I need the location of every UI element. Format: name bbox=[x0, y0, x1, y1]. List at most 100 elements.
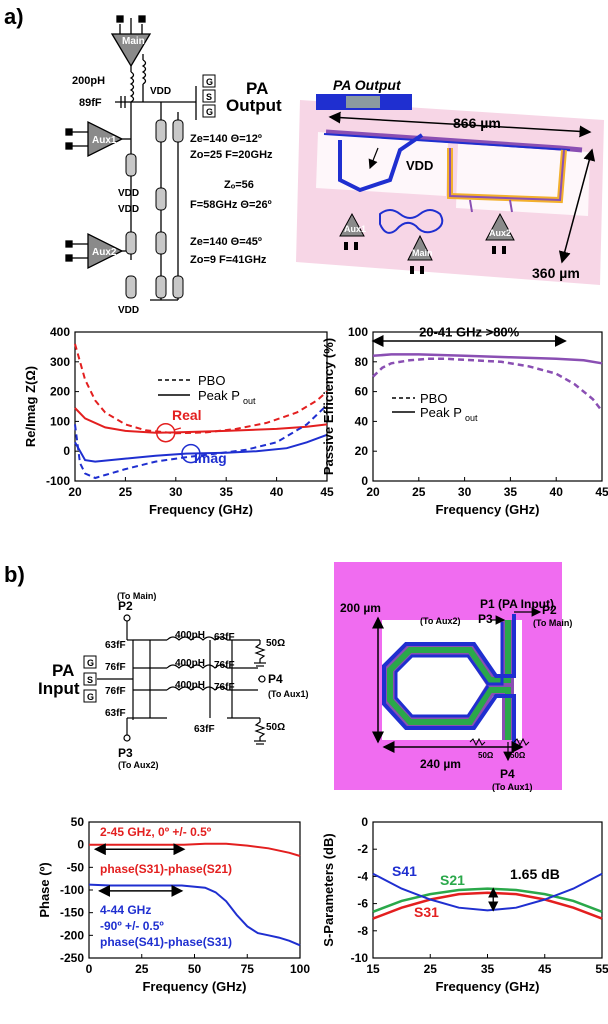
y-tick-label: -6 bbox=[357, 897, 368, 911]
label-s31: S31 bbox=[414, 904, 439, 920]
y-tick-label: -100 bbox=[46, 474, 70, 488]
layout-main: Main bbox=[412, 248, 433, 258]
pad-g2: G bbox=[206, 107, 213, 117]
x-tick-label: 35 bbox=[220, 485, 234, 499]
x-tick-label: 45 bbox=[595, 485, 608, 499]
y-tick-label: -10 bbox=[351, 951, 369, 965]
vdd-label-2: VDD bbox=[118, 188, 139, 199]
to-main-label: (To Main) bbox=[117, 591, 156, 601]
pa-output-label-2: Output bbox=[226, 96, 282, 115]
schematic-a bbox=[65, 15, 197, 301]
tl-cylinder-1 bbox=[125, 231, 137, 255]
x-tick-label: 50 bbox=[188, 962, 202, 976]
tl-cylinder-6 bbox=[155, 231, 167, 255]
y-tick-label: 0 bbox=[361, 474, 368, 488]
layout-height: 200 µm bbox=[340, 601, 381, 615]
x-tick-label: 25 bbox=[412, 485, 426, 499]
c63-label-3: 63fF bbox=[214, 632, 235, 643]
y-tick-label: 100 bbox=[348, 325, 368, 339]
ind-label-2: 400pH bbox=[175, 658, 205, 669]
pa-output-label-1: PA bbox=[246, 79, 268, 98]
layout-aux2: Aux2 bbox=[489, 228, 511, 238]
layout-width: 240 µm bbox=[420, 757, 461, 771]
c63-label-2: 63fF bbox=[105, 708, 126, 719]
x-axis-label: Frequency (GHz) bbox=[435, 979, 539, 994]
p3-label: P3 bbox=[118, 746, 133, 760]
pa-input-label-2: Input bbox=[38, 679, 80, 698]
gsg-pads-a: G S G bbox=[202, 74, 216, 118]
x-axis-label: Frequency (GHz) bbox=[149, 502, 253, 517]
to-aux2-label: (To Aux2) bbox=[118, 760, 159, 770]
y-tick-label: 60 bbox=[355, 385, 369, 399]
label-s41: S41 bbox=[392, 863, 417, 879]
part-a-label: a) bbox=[4, 4, 24, 29]
real-circle bbox=[155, 422, 176, 443]
x-tick-label: 40 bbox=[550, 485, 564, 499]
label-delta: 1.65 dB bbox=[510, 866, 560, 882]
ind-label-3: 400pH bbox=[175, 680, 205, 691]
x-tick-label: 25 bbox=[119, 485, 133, 499]
x-axis-label: Frequency (GHz) bbox=[142, 979, 246, 994]
schematic-b bbox=[97, 614, 266, 745]
inductor-200ph-label: 200pH bbox=[72, 75, 105, 87]
c63-label-1: 63fF bbox=[105, 640, 126, 651]
label-s21: S21 bbox=[440, 872, 465, 888]
c76-label-4: 76fF bbox=[214, 682, 235, 693]
legend-pbo: PBO bbox=[198, 373, 225, 388]
ann-phase-range-2: 4-44 GHz bbox=[100, 903, 151, 917]
x-tick-label: 30 bbox=[169, 485, 183, 499]
series-eff-pbo bbox=[372, 357, 603, 412]
layout-width-label: 866 µm bbox=[453, 115, 501, 131]
gsg-pads-b: G S G bbox=[83, 655, 97, 703]
legend-peak: Peak P bbox=[198, 388, 240, 403]
x-tick-label: 40 bbox=[270, 485, 284, 499]
layout-p4: P4 bbox=[500, 767, 515, 781]
y-tick-label: 80 bbox=[355, 355, 369, 369]
vdd-label-4: VDD bbox=[118, 305, 139, 316]
plot-frame bbox=[74, 331, 328, 482]
tl-cylinder-2 bbox=[125, 275, 137, 299]
tl-cylinder-0 bbox=[125, 153, 137, 177]
y-tick-label: -200 bbox=[60, 928, 84, 942]
c76-label-2: 76fF bbox=[105, 686, 126, 697]
aux2-amp-label: Aux2 bbox=[92, 247, 117, 258]
y-tick-label: -4 bbox=[357, 869, 368, 883]
x-tick-label: 20 bbox=[68, 485, 82, 499]
layout-p1: P1 (PA Input) bbox=[480, 597, 554, 611]
layout-b bbox=[334, 562, 562, 790]
ann-phase-label-2: phase(S41)-phase(S31) bbox=[100, 935, 232, 949]
layout-a bbox=[296, 94, 604, 285]
layout-vdd: VDD bbox=[406, 158, 433, 173]
series-imag-pbo bbox=[74, 404, 328, 480]
legend-peak: Peak P bbox=[420, 405, 462, 420]
y-tick-label: -150 bbox=[60, 906, 84, 920]
tl-cylinder-8 bbox=[172, 275, 184, 299]
r50-label-1: 50Ω bbox=[266, 638, 285, 649]
x-tick-label: 15 bbox=[366, 962, 380, 976]
c63-label-4: 63fF bbox=[194, 724, 215, 735]
tl-cylinder-4 bbox=[172, 119, 184, 143]
series-real-pbo bbox=[74, 343, 328, 435]
x-tick-label: 25 bbox=[424, 962, 438, 976]
pad-s: S bbox=[206, 92, 212, 102]
tl-cylinder-3 bbox=[155, 119, 167, 143]
x-tick-label: 35 bbox=[481, 962, 495, 976]
layout-r1: 50Ω bbox=[478, 751, 494, 760]
x-tick-label: 20 bbox=[366, 485, 380, 499]
x-tick-label: 30 bbox=[458, 485, 472, 499]
y-tick-label: -2 bbox=[357, 842, 368, 856]
layout-p2: P2 bbox=[542, 603, 557, 617]
y-tick-label: 20 bbox=[355, 444, 369, 458]
layout-to-aux1: (To Aux1) bbox=[492, 782, 533, 792]
legend-pbo: PBO bbox=[420, 391, 447, 406]
pad-g1: G bbox=[206, 77, 213, 87]
tl3-label-1: Ze=140 Θ=45º bbox=[190, 236, 262, 248]
y-axis-label: S-Parameters (dB) bbox=[321, 833, 336, 946]
ind-label-1: 400pH bbox=[175, 630, 205, 641]
x-tick-label: 100 bbox=[290, 962, 310, 976]
part-b-label: b) bbox=[4, 562, 25, 587]
y-tick-label: 300 bbox=[50, 355, 70, 369]
layout-aux1: Aux1 bbox=[344, 224, 366, 234]
